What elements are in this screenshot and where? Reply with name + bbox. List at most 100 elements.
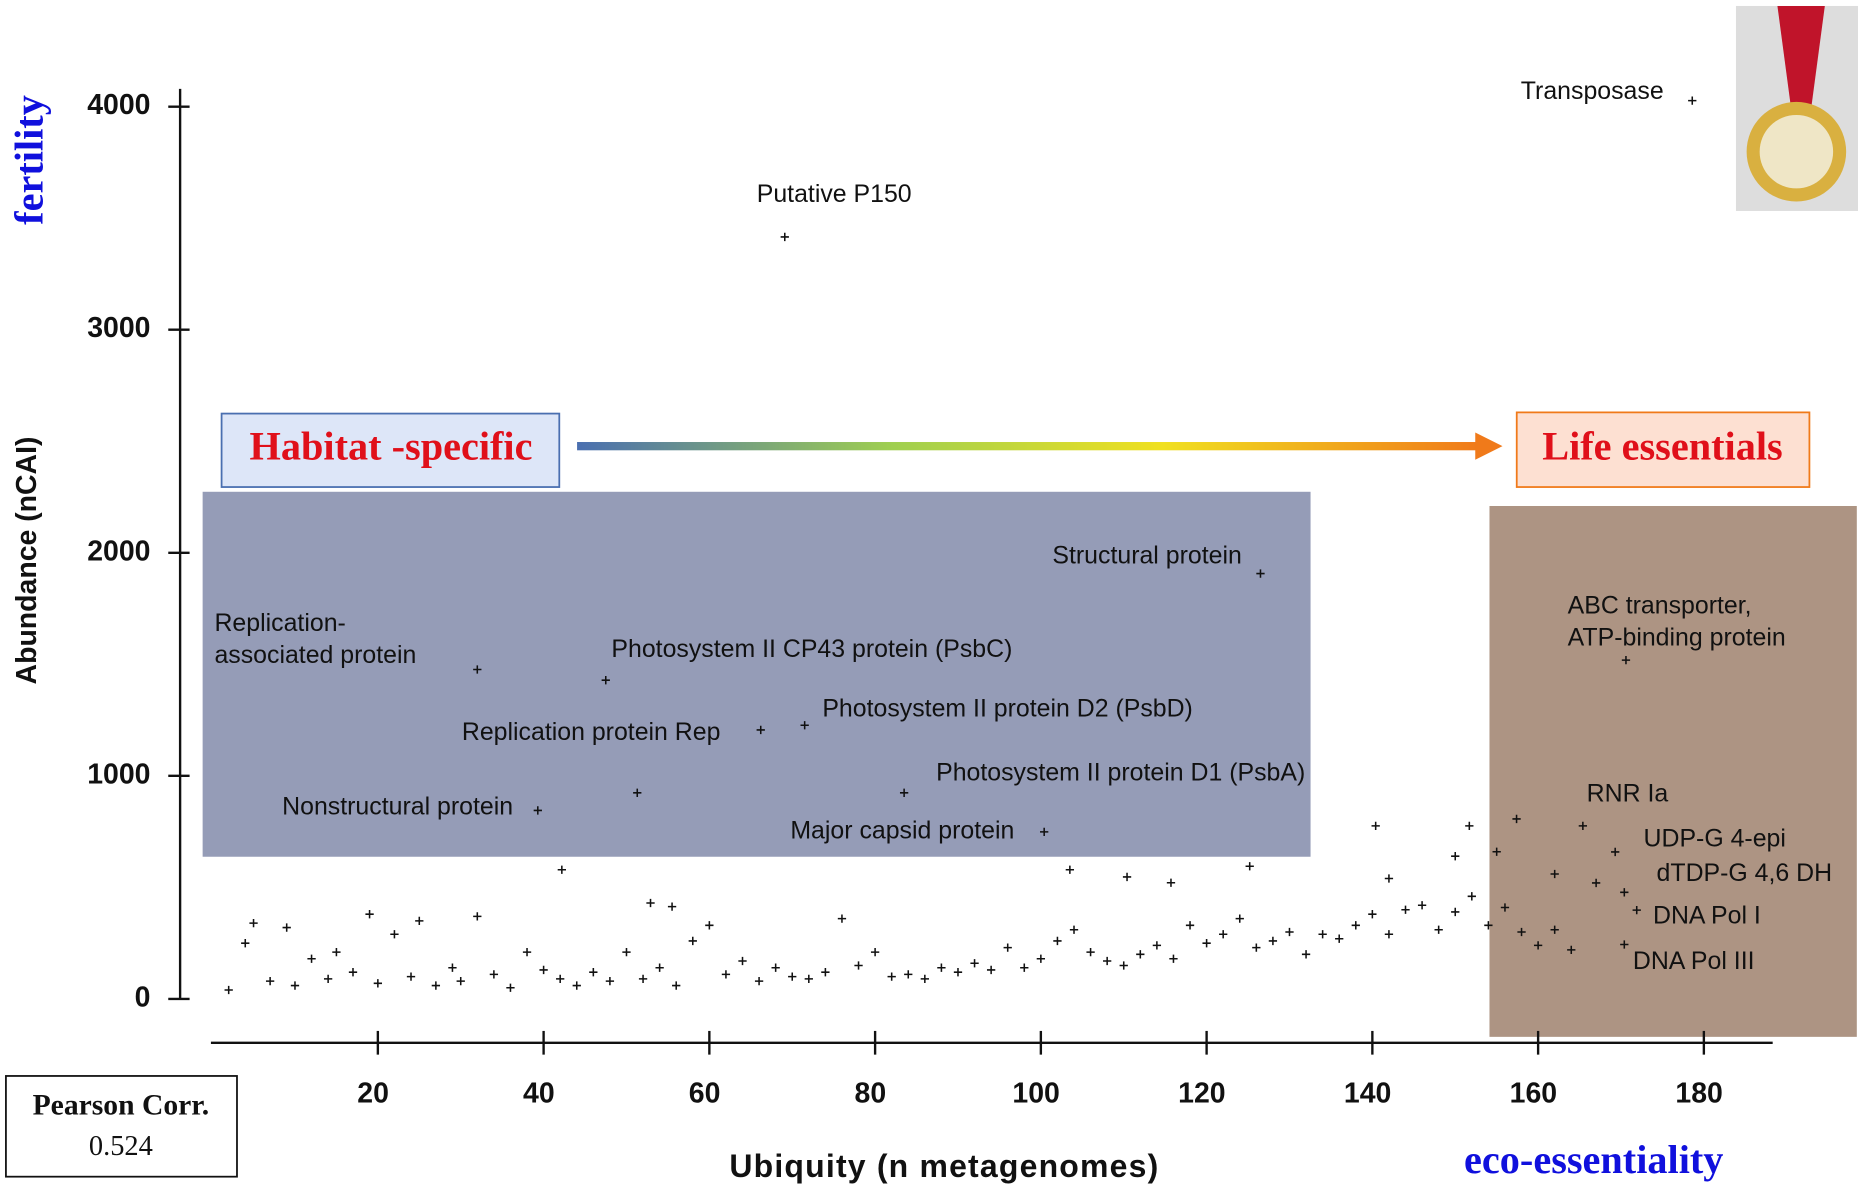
point <box>804 974 813 984</box>
point <box>241 939 250 948</box>
point <box>1578 821 1588 830</box>
essentials-label: Life essentials <box>1542 424 1782 469</box>
point <box>738 956 747 966</box>
point <box>1301 950 1311 959</box>
point <box>1166 878 1176 887</box>
point <box>224 985 233 995</box>
point <box>756 725 765 735</box>
point <box>506 983 515 992</box>
point <box>533 806 542 815</box>
point <box>970 959 979 968</box>
point <box>821 968 830 977</box>
essentials-box <box>1515 411 1811 488</box>
x-tick-label: 20 <box>357 1077 389 1109</box>
point <box>415 916 424 926</box>
point <box>646 898 655 908</box>
point <box>556 974 565 984</box>
point <box>473 665 482 674</box>
point <box>1119 961 1128 970</box>
point <box>1567 945 1576 955</box>
point <box>633 788 642 797</box>
annotation: Major capsid protein <box>790 816 1014 844</box>
point <box>870 947 880 957</box>
point <box>1318 930 1327 939</box>
point <box>788 972 797 981</box>
essentials-region <box>1489 505 1857 1037</box>
point <box>1036 954 1046 963</box>
point <box>920 974 929 984</box>
annotation: Replication- <box>214 609 345 637</box>
x-tick-label: 180 <box>1675 1077 1722 1109</box>
point <box>1136 950 1145 959</box>
point <box>655 963 664 972</box>
point <box>332 947 341 957</box>
point <box>1401 905 1410 914</box>
point <box>323 974 333 984</box>
y-axis-title: Abundance (nCAI) <box>11 437 43 685</box>
point <box>667 902 677 911</box>
x-tick-label: 80 <box>855 1077 887 1109</box>
habitat-region <box>202 491 1311 857</box>
point <box>1533 941 1543 950</box>
point <box>887 972 896 981</box>
point <box>456 976 465 986</box>
x-tick-label: 60 <box>689 1077 721 1109</box>
y-tick-label: 3000 <box>87 312 150 344</box>
medal <box>1735 5 1858 211</box>
point <box>1620 940 1629 949</box>
point <box>688 936 697 946</box>
point <box>1484 921 1493 930</box>
point <box>953 968 963 977</box>
point <box>1688 96 1697 105</box>
point <box>904 970 913 979</box>
point <box>1335 934 1344 943</box>
point <box>1371 821 1380 830</box>
point <box>448 963 457 972</box>
point <box>1219 930 1228 939</box>
point <box>754 976 764 986</box>
point <box>522 947 532 957</box>
point <box>672 981 681 990</box>
point <box>390 930 399 939</box>
arrow-head <box>1475 432 1503 460</box>
point <box>1591 878 1601 888</box>
point <box>1268 936 1278 946</box>
point <box>1611 847 1620 857</box>
point <box>1053 936 1062 946</box>
point <box>1245 862 1254 871</box>
x-axis-title: Ubiquity (n metagenomes) <box>729 1148 1159 1184</box>
point <box>1467 892 1476 901</box>
point <box>431 981 441 990</box>
annotation: Photosystem II CP43 protein (PsbC) <box>611 635 1012 663</box>
gradient-arrow <box>577 442 1478 451</box>
annotation: associated protein <box>214 641 416 669</box>
point <box>1417 901 1427 910</box>
habitat-label: Habitat -specific <box>250 424 533 469</box>
x-tick-label: 100 <box>1012 1077 1059 1109</box>
point <box>1550 869 1559 879</box>
point <box>638 974 648 984</box>
point <box>1152 941 1162 950</box>
point <box>557 865 566 874</box>
point <box>489 970 499 979</box>
point <box>1451 907 1460 917</box>
annotation: Photosystem II protein D2 (PsbD) <box>822 694 1193 722</box>
point <box>1500 903 1510 912</box>
x-tick-label: 120 <box>1178 1077 1225 1109</box>
annotation: UDP-G 4-epi <box>1644 825 1786 853</box>
point <box>1492 847 1501 856</box>
point <box>780 232 789 242</box>
point <box>265 976 275 986</box>
point <box>348 968 358 977</box>
point <box>854 961 863 970</box>
point <box>771 963 780 972</box>
point <box>1003 943 1012 952</box>
point <box>899 788 909 797</box>
point <box>1512 814 1521 824</box>
annotation: DNA Pol III <box>1633 947 1755 975</box>
point <box>473 912 482 921</box>
point <box>937 963 946 972</box>
y-tick-label: 2000 <box>87 535 150 567</box>
point <box>1621 655 1631 665</box>
